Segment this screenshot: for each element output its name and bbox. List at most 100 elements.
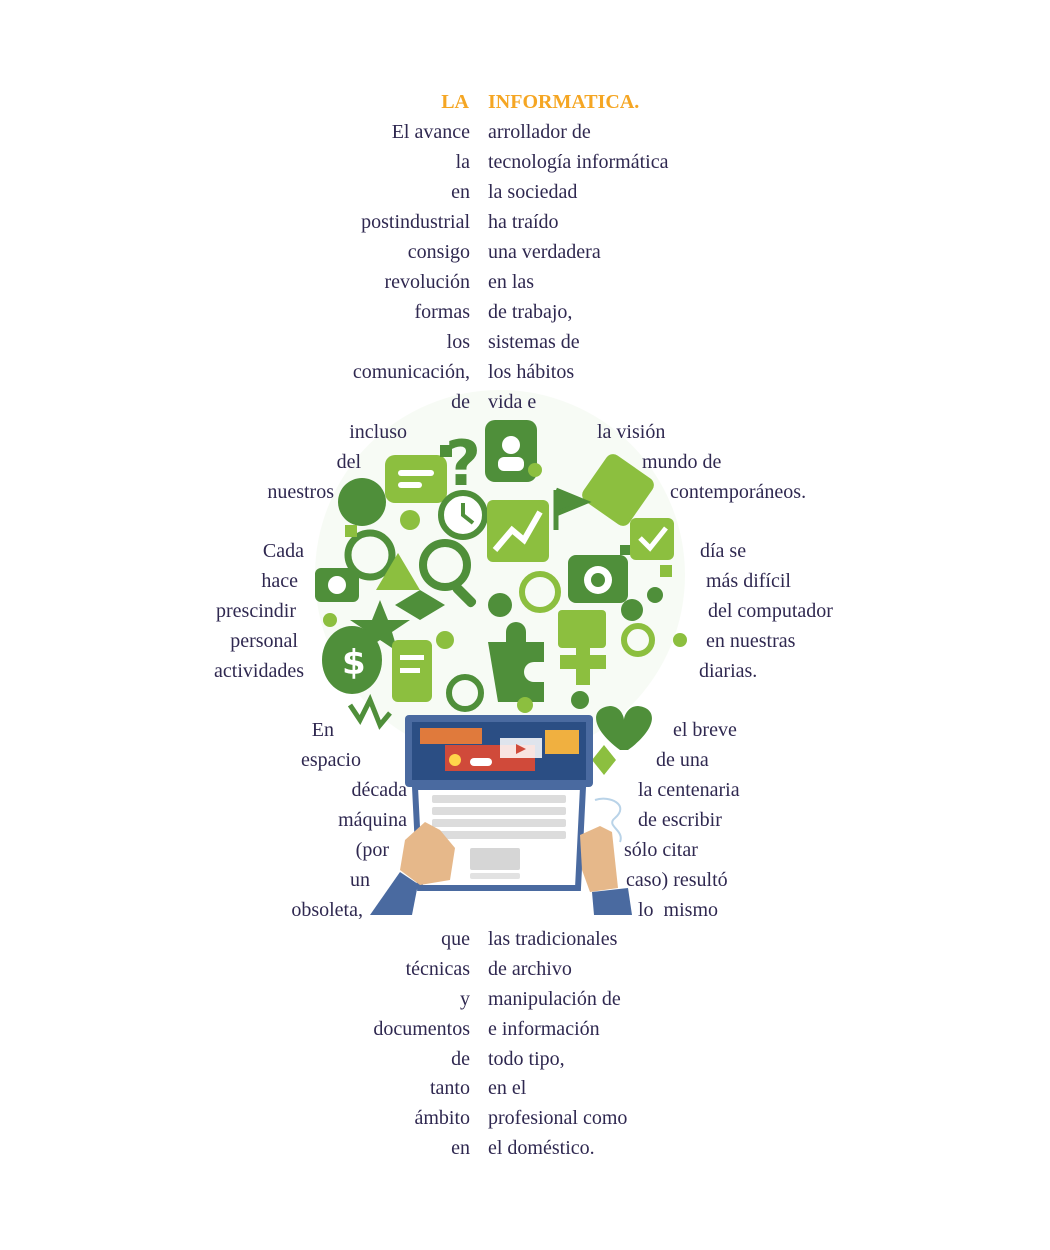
laptop-right-line: de una — [656, 749, 709, 771]
money-bag-icon — [322, 626, 382, 694]
top-left-line: comunicación, — [352, 361, 470, 383]
top-right-line: ha traído — [488, 211, 559, 233]
laptop-right-line: lo mismo — [638, 899, 719, 921]
star-icon — [350, 600, 410, 652]
warning-icon — [376, 553, 420, 590]
chat-bubble-icon — [385, 455, 447, 503]
globe1-left-line: nuestros — [267, 481, 334, 503]
top-right-line: los hábitos — [488, 361, 575, 383]
top-left-line: postindustrial — [361, 211, 470, 233]
top-right-line: sistemas de — [488, 331, 580, 353]
bottom-right-line: en el — [488, 1077, 527, 1099]
right-sleeve — [592, 888, 632, 915]
laptop-left-line: obsoleta, — [291, 899, 363, 921]
top-left-line: revolución — [384, 271, 470, 293]
top-right-line: en las — [488, 271, 535, 293]
laptop-illustration — [370, 715, 632, 915]
checkbox-icon — [630, 518, 674, 560]
bottom-left-line: en — [451, 1137, 470, 1159]
top-left-line: consigo — [407, 241, 470, 263]
plus-icon — [560, 639, 606, 685]
title-left: LA — [441, 91, 469, 113]
laptop-right-line: caso) resultó — [626, 869, 728, 891]
diamond-icon — [395, 590, 445, 620]
globe1-right-line: contemporáneos. — [670, 481, 807, 503]
top-right-line: vida e — [488, 391, 537, 413]
top-left-line: de — [451, 391, 470, 413]
globe2-left-line: Cada — [262, 540, 304, 562]
globe1-left-line: del — [336, 451, 361, 473]
bottom-right-line: las tradicionales — [488, 928, 618, 950]
bottom-left-line: tanto — [430, 1077, 470, 1099]
svg-text:$: $ — [342, 643, 366, 683]
bottom-right-line: de archivo — [488, 958, 572, 980]
left-hand — [400, 822, 455, 885]
bottom-left-line: y — [460, 988, 470, 1010]
flag-icon — [553, 487, 592, 530]
heart-icon — [596, 706, 652, 750]
key-icon — [621, 623, 655, 657]
pound-icon — [338, 478, 386, 526]
laptop-right-line: sólo citar — [624, 839, 698, 861]
laptop-left-line: (por — [355, 839, 389, 861]
laptop-right-line: la centenaria — [638, 779, 740, 801]
laptop-left-line: máquina — [338, 809, 407, 831]
top-right-line: la sociedad — [488, 181, 578, 203]
bottom-left-line: documentos — [373, 1018, 470, 1040]
top-left-line: la — [455, 151, 470, 173]
magnifier-icon — [419, 539, 471, 591]
bottom-left-line: de — [451, 1048, 470, 1070]
top-right-line: tecnología informática — [488, 151, 669, 173]
top-right-line: de trabajo, — [488, 301, 573, 323]
top-right-line: una verdadera — [488, 241, 601, 263]
bottom-left-line: que — [441, 928, 470, 950]
globe2-left-line: actividades — [214, 660, 304, 682]
person-icon — [488, 593, 512, 617]
globe2-right-line: día se — [700, 540, 747, 562]
globe2-left-line: personal — [230, 630, 298, 652]
bottom-right-line: todo tipo, — [488, 1048, 565, 1070]
globe2-left-line: hace — [261, 570, 298, 592]
top-left-line: formas — [414, 301, 470, 323]
right-hand — [580, 826, 618, 892]
laptop-left-line: década — [351, 779, 407, 801]
laptop-left-line: un — [350, 869, 370, 891]
top-left-line: El avance — [391, 121, 470, 143]
puzzle-icon — [488, 622, 544, 702]
top-right-line: arrollador de — [488, 121, 591, 143]
bottom-right-line: profesional como — [488, 1107, 628, 1129]
bottom-right-line: el doméstico. — [488, 1137, 595, 1159]
globe2-right-line: en nuestras — [706, 630, 796, 652]
globe2-right-line: diarias. — [699, 660, 758, 682]
touchpad — [470, 848, 520, 870]
pulse-icon — [347, 693, 392, 730]
lightbulb-icon — [519, 571, 561, 613]
laptop-right-line: el breve — [673, 719, 737, 741]
laptop-left-line: En — [311, 719, 334, 741]
bottom-left-line: técnicas — [405, 958, 470, 980]
laptop-right-line: de escribir — [638, 809, 722, 831]
bottom-right-line: manipulación de — [488, 988, 621, 1010]
globe1-right-line: mundo de — [642, 451, 722, 473]
top-left-line: en — [451, 181, 470, 203]
bottom-left-line: ámbito — [414, 1107, 470, 1129]
globe1-left-line: incluso — [349, 421, 407, 443]
globe1-right-line: la visión — [597, 421, 666, 443]
icon-globe: ? — [315, 390, 687, 775]
globe2-right-line: más difícil — [706, 570, 791, 592]
question-mark-icon: ? — [445, 427, 481, 500]
laptop-left-line: espacio — [301, 749, 361, 771]
book-icon — [558, 610, 606, 648]
info-icon — [621, 599, 643, 621]
chart-up-icon — [487, 500, 549, 562]
bottom-right-line: e información — [488, 1018, 600, 1040]
mouse-cable — [594, 797, 622, 843]
tag-icon — [582, 454, 654, 526]
title-right: INFORMATICA. — [488, 91, 640, 113]
phone-icon — [344, 529, 396, 581]
ring-icon — [446, 674, 484, 712]
left-sleeve — [370, 872, 418, 915]
globe2-left-line: prescindir — [216, 600, 296, 622]
